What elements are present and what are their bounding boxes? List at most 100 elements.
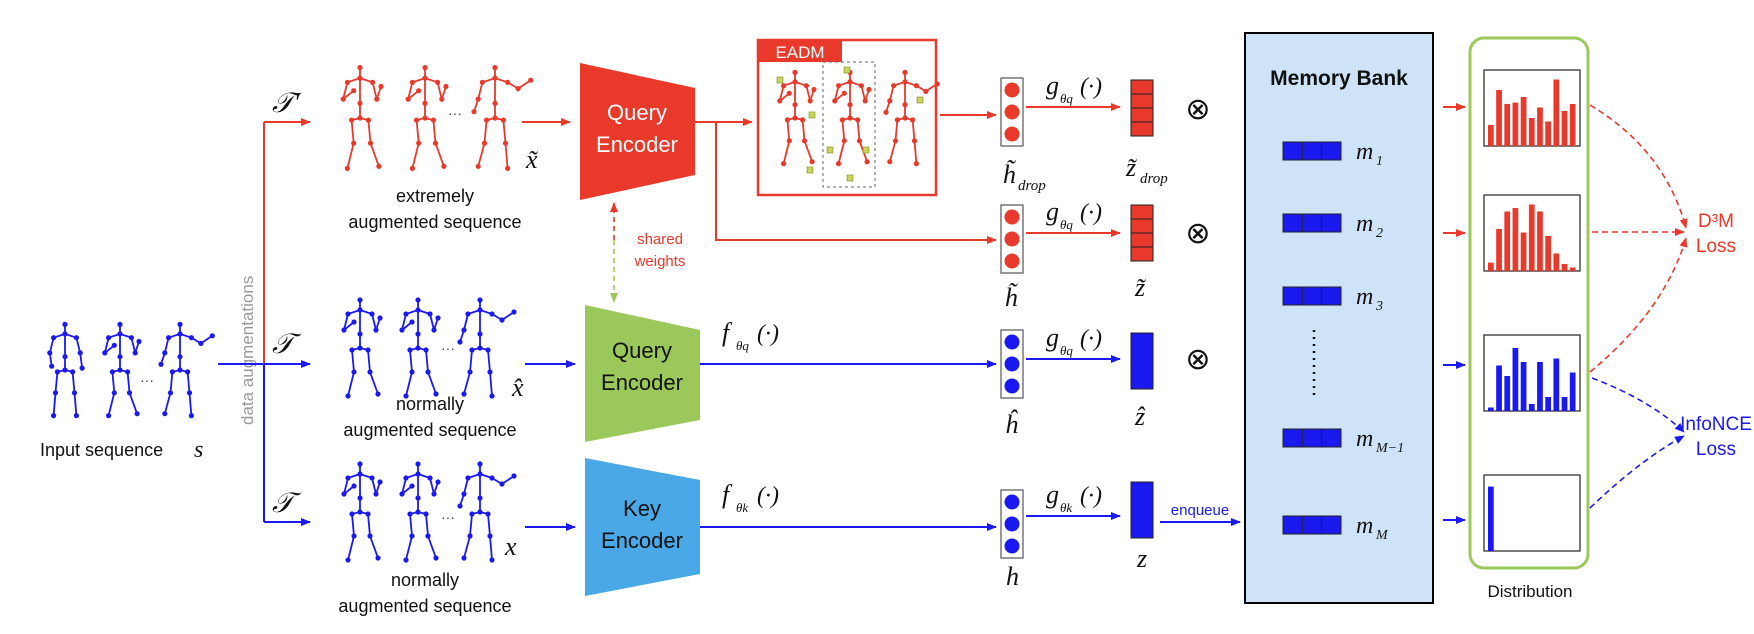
d3m-arrow-3 bbox=[1589, 237, 1688, 373]
infonce-loss-line2: Loss bbox=[1696, 439, 1736, 460]
eadm-label-bg bbox=[758, 40, 842, 62]
eadm-marker-3 bbox=[826, 146, 834, 154]
svg-text:(·): (·) bbox=[757, 483, 779, 509]
histogram-bar bbox=[1569, 372, 1576, 411]
eadm-marker-8 bbox=[916, 96, 924, 104]
query-encoder-green-line2: Encoder bbox=[601, 370, 683, 395]
memory-bank-item-label: m bbox=[1356, 426, 1373, 452]
svg-text:drop: drop bbox=[1018, 178, 1046, 194]
memory-bank-box bbox=[1244, 32, 1434, 604]
transform-extreme-label: 𝒯′ bbox=[272, 88, 302, 119]
histogram-bar bbox=[1561, 111, 1568, 146]
histogram-bar bbox=[1512, 348, 1519, 411]
svg-text:z̃: z̃ bbox=[1125, 153, 1138, 182]
normal2-skeleton-2 bbox=[399, 461, 441, 563]
svg-text:f: f bbox=[722, 318, 733, 347]
histogram-bar bbox=[1561, 397, 1568, 411]
transform-normal-label-2: 𝒯 bbox=[272, 488, 302, 519]
key-encoder-line2: Encoder bbox=[601, 528, 683, 553]
histogram-bar bbox=[1569, 104, 1576, 146]
normal2-seq-dots: ··· bbox=[441, 509, 455, 525]
memory-bank-item-sub: 3 bbox=[1375, 299, 1383, 314]
otimes-1: ⊗ bbox=[1185, 93, 1210, 126]
memory-bank-item-sub: 2 bbox=[1376, 226, 1383, 241]
histogram-4 bbox=[1483, 474, 1581, 552]
histogram-1 bbox=[1483, 69, 1581, 147]
h-drop-label: h̃ drop bbox=[1003, 160, 1046, 194]
g-k-label: g θk (·) bbox=[1046, 480, 1102, 515]
memory-bank-item-sub: M−1 bbox=[1375, 441, 1404, 456]
svg-text:θk: θk bbox=[1060, 500, 1072, 515]
histogram-2 bbox=[1483, 194, 1581, 272]
normal2-skeleton-1 bbox=[341, 461, 383, 563]
shared-weights-line2: weights bbox=[634, 253, 686, 270]
h-drop-vector bbox=[1000, 77, 1024, 147]
memory-bank-item-label: m bbox=[1356, 284, 1373, 310]
memory-bank-item-label: m bbox=[1356, 513, 1373, 539]
normal1-skeleton-2 bbox=[399, 297, 441, 399]
z-tilde-vector bbox=[1130, 204, 1154, 262]
otimes-2: ⊗ bbox=[1185, 217, 1210, 250]
svg-text:g: g bbox=[1046, 71, 1059, 100]
eadm-marker-4 bbox=[843, 66, 851, 74]
svg-text:(·): (·) bbox=[1080, 200, 1102, 226]
histogram-bar bbox=[1520, 232, 1527, 271]
svg-text:g: g bbox=[1046, 197, 1059, 226]
z-hat-vector bbox=[1130, 332, 1154, 390]
histogram-bar bbox=[1528, 404, 1535, 411]
h-tilde-vector bbox=[1000, 204, 1024, 274]
input-skeleton-1 bbox=[47, 321, 85, 419]
memory-bank-item-label: m bbox=[1356, 211, 1373, 237]
g-q-label-2: g θq (·) bbox=[1046, 197, 1102, 232]
f-q-label: f θq (·) bbox=[722, 318, 779, 353]
enqueue-label: enqueue bbox=[1171, 502, 1229, 519]
memory-bank-items: m 1m 2m 3m M−1m M bbox=[1282, 139, 1404, 543]
histogram-3 bbox=[1483, 334, 1581, 412]
extreme-seq-dots: ··· bbox=[448, 105, 462, 121]
extreme-seq-caption-1: extremely bbox=[396, 186, 474, 206]
histogram-bar bbox=[1545, 397, 1551, 411]
histogram-bar bbox=[1488, 262, 1494, 271]
normal1-seq-caption-1: normally bbox=[396, 394, 464, 414]
query-encoder-red-line1: Query bbox=[607, 100, 667, 125]
infonce-loss-line1: InfoNCE bbox=[1680, 414, 1752, 435]
eadm-marker-7 bbox=[806, 166, 814, 174]
z-drop-label: z̃ drop bbox=[1125, 153, 1168, 187]
histogram-bar bbox=[1512, 208, 1519, 271]
g-q-label-1: g θq (·) bbox=[1046, 71, 1102, 106]
histogram-bar bbox=[1488, 125, 1494, 146]
svg-text:(·): (·) bbox=[757, 321, 779, 347]
eadm-skeleton-2 bbox=[832, 69, 872, 167]
eadm-label: EADM bbox=[775, 43, 824, 62]
histogram-bar bbox=[1504, 211, 1511, 271]
svg-text:θq: θq bbox=[1060, 343, 1073, 358]
histogram-bar bbox=[1553, 253, 1560, 271]
branch-lines bbox=[218, 118, 311, 526]
normal2-seq-caption-2: augmented sequence bbox=[338, 596, 511, 616]
histogram-bar bbox=[1528, 204, 1535, 271]
input-sequence-skeletons bbox=[47, 321, 215, 419]
query-encoder-red-line2: Encoder bbox=[596, 132, 678, 157]
infonce-arrow-1 bbox=[1591, 377, 1685, 433]
query-encoder-red bbox=[580, 63, 695, 200]
h-label: h bbox=[1006, 562, 1019, 591]
histogram-bar bbox=[1569, 267, 1576, 271]
arrow-enc-to-htilde bbox=[715, 122, 997, 244]
h-hat-vector bbox=[1000, 329, 1024, 399]
d3m-arrow-1 bbox=[1589, 104, 1688, 229]
feature-vectors bbox=[1000, 77, 1024, 559]
eadm-marker-6 bbox=[862, 146, 870, 154]
histogram-bar bbox=[1561, 264, 1568, 271]
h-hat-label: ĥ bbox=[1005, 410, 1019, 439]
input-sequence-var: s bbox=[194, 437, 203, 463]
h-vector bbox=[1000, 489, 1024, 559]
histogram-bar bbox=[1520, 97, 1527, 146]
memory-bank-title: Memory Bank bbox=[1270, 67, 1408, 90]
histogram-bar bbox=[1496, 365, 1502, 411]
histogram-bar bbox=[1545, 236, 1551, 271]
histogram-bar bbox=[1553, 79, 1560, 146]
normal1-seq-var: x̂ bbox=[511, 373, 524, 402]
normal2-skeleton-3 bbox=[457, 461, 517, 563]
